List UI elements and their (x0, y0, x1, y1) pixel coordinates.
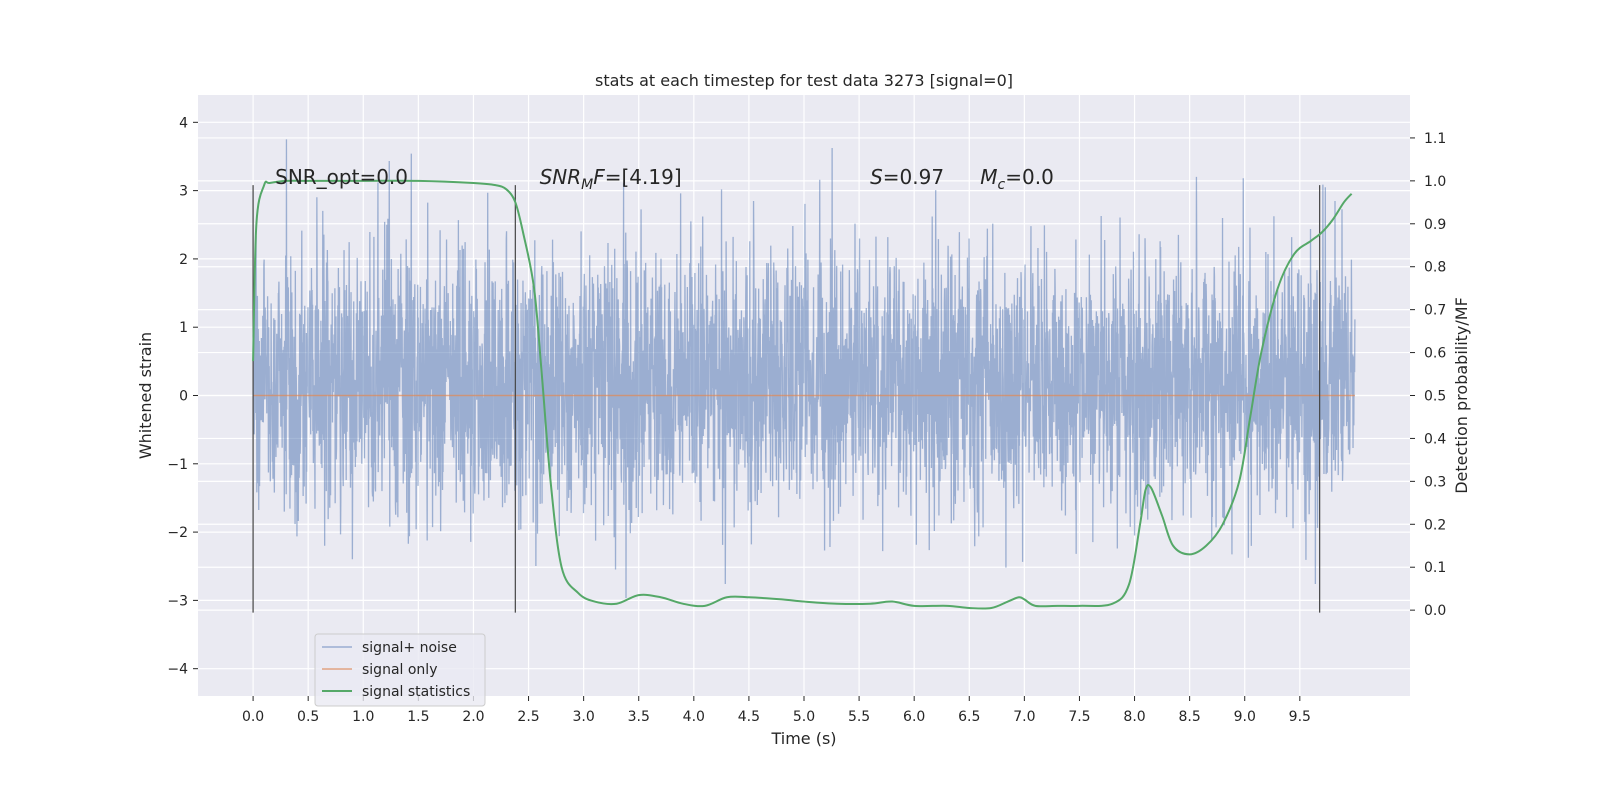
y-tick-label: −3 (167, 593, 188, 609)
x-tick-label: 7.0 (1013, 709, 1035, 725)
x-tick-label: 5.0 (793, 709, 815, 725)
y-right-tick-label: 1.1 (1424, 131, 1446, 147)
y-right-tick-label: 0.8 (1424, 260, 1446, 276)
y-right-axis-label: Detection probability/MF (1452, 297, 1471, 494)
x-tick-label: 3.0 (573, 709, 595, 725)
signal-noise-line (252, 139, 1356, 598)
y-right-tick-label: 0.0 (1424, 603, 1446, 619)
y-tick-label: −2 (167, 525, 188, 541)
y-tick-label: 3 (179, 184, 188, 200)
x-tick-label: 4.0 (683, 709, 705, 725)
x-tick-label: 1.5 (407, 709, 429, 725)
legend-label-signal-statistics: signal statistics (362, 684, 470, 700)
x-tick-label: 8.0 (1123, 709, 1145, 725)
y-tick-label: −4 (167, 662, 188, 678)
annotation-text: S=0.97 (870, 165, 944, 189)
y-right-tick-label: 0.7 (1424, 303, 1446, 319)
x-tick-label: 7.5 (1068, 709, 1090, 725)
annotation-text: Mc=0.0 (980, 165, 1054, 193)
x-tick-label: 2.5 (517, 709, 539, 725)
x-tick-label: 0.0 (242, 709, 264, 725)
y-right-tick-label: 0.4 (1424, 431, 1446, 447)
x-tick-label: 1.0 (352, 709, 374, 725)
y-axis-label: Whitened strain (136, 332, 155, 459)
y-tick-label: 2 (179, 252, 188, 268)
annotation-text: SNR_opt=0.0 (275, 165, 408, 189)
y-right-axis-ticks: 0.0 0.1 0.2 0.3 0.4 0.5 0.6 0.7 0.8 0.9 1.0 1.1 (1410, 131, 1446, 619)
x-tick-label: 3.5 (628, 709, 650, 725)
signal-noise-series (252, 139, 1356, 598)
y-tick-label: 4 (179, 115, 188, 131)
y-right-tick-label: 0.2 (1424, 517, 1446, 533)
x-tick-label: 8.5 (1179, 709, 1201, 725)
x-tick-label: 6.5 (958, 709, 980, 725)
x-tick-label: 9.5 (1289, 709, 1311, 725)
y-right-tick-label: 0.6 (1424, 346, 1446, 362)
y-right-tick-label: 0.3 (1424, 474, 1446, 490)
x-tick-label: 9.0 (1234, 709, 1256, 725)
y-axis-ticks: −4 −3 −2 −1 0 1 2 3 4 (167, 115, 198, 678)
vertical-markers (252, 185, 1321, 613)
x-tick-label: 2.0 (462, 709, 484, 725)
annotations: SNR_opt=0.0 SNRMF=[4.19] S=0.97 Mc=0.0 (275, 165, 1054, 193)
annotation-text: SNRMF=[4.19] (540, 165, 682, 193)
y-right-tick-label: 0.5 (1424, 389, 1446, 405)
y-right-tick-label: 0.1 (1424, 560, 1446, 576)
chart-title: stats at each timestep for test data 327… (595, 71, 1013, 90)
x-tick-label: 4.5 (738, 709, 760, 725)
signal-statistics-series (252, 179, 1353, 610)
signal-statistics-line (252, 179, 1353, 610)
x-axis-ticks: 0.0 0.5 1.0 1.5 2.0 2.5 3.0 3.5 4.0 4.5 5.0 5.5 6.0 6… (242, 696, 1311, 725)
legend: signal+ noise signal only signal statist… (314, 633, 486, 707)
legend-label-signal-only: signal only (362, 662, 437, 678)
y-right-tick-label: 1.0 (1424, 174, 1446, 190)
x-tick-label: 0.5 (297, 709, 319, 725)
x-tick-label: 6.0 (903, 709, 925, 725)
y-tick-label: −1 (167, 457, 188, 473)
x-tick-label: 5.5 (848, 709, 870, 725)
x-axis-label: Time (s) (770, 729, 836, 748)
y-tick-label: 0 (179, 389, 188, 405)
legend-label-signal-noise: signal+ noise (362, 640, 457, 656)
y-right-tick-label: 0.9 (1424, 217, 1446, 233)
legend-box (314, 633, 486, 707)
y-tick-label: 1 (179, 320, 188, 336)
